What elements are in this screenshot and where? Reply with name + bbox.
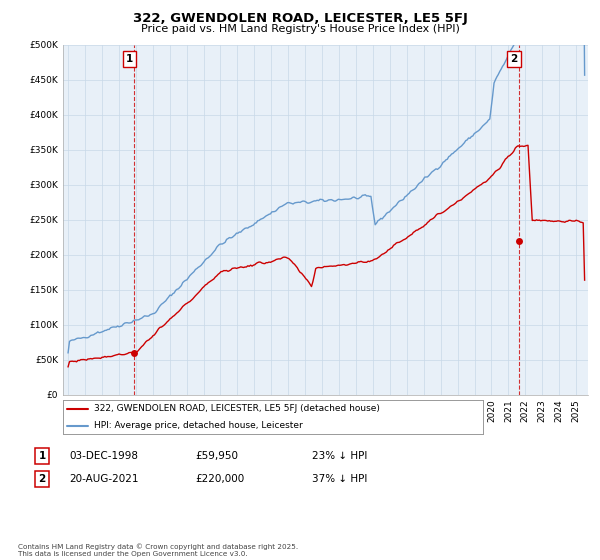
Text: 37% ↓ HPI: 37% ↓ HPI: [312, 474, 367, 484]
Text: 322, GWENDOLEN ROAD, LEICESTER, LE5 5FJ: 322, GWENDOLEN ROAD, LEICESTER, LE5 5FJ: [133, 12, 467, 25]
Text: 2: 2: [38, 474, 46, 484]
Text: Price paid vs. HM Land Registry's House Price Index (HPI): Price paid vs. HM Land Registry's House …: [140, 24, 460, 34]
Text: 2: 2: [511, 54, 518, 64]
Text: Contains HM Land Registry data © Crown copyright and database right 2025.
This d: Contains HM Land Registry data © Crown c…: [18, 544, 298, 557]
Text: 322, GWENDOLEN ROAD, LEICESTER, LE5 5FJ (detached house): 322, GWENDOLEN ROAD, LEICESTER, LE5 5FJ …: [95, 404, 380, 413]
Text: 03-DEC-1998: 03-DEC-1998: [69, 451, 138, 461]
Text: 1: 1: [38, 451, 46, 461]
Text: 1: 1: [126, 54, 133, 64]
Text: £59,950: £59,950: [195, 451, 238, 461]
Text: 20-AUG-2021: 20-AUG-2021: [69, 474, 139, 484]
Text: 23% ↓ HPI: 23% ↓ HPI: [312, 451, 367, 461]
Text: HPI: Average price, detached house, Leicester: HPI: Average price, detached house, Leic…: [95, 421, 303, 430]
Text: £220,000: £220,000: [195, 474, 244, 484]
